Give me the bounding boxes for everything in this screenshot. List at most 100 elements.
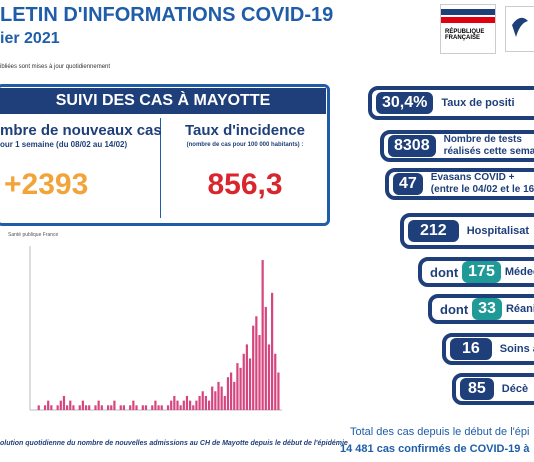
chart-caption: olution quotidienne du nombre de nouvell… xyxy=(0,440,348,447)
bar xyxy=(151,405,154,410)
bar xyxy=(258,335,261,410)
label: Evasans COVID + (entre le 04/02 et le 16 xyxy=(430,172,534,195)
new-cases-label: mbre de nouveaux cas xyxy=(0,122,162,139)
bar xyxy=(72,405,75,410)
bar xyxy=(84,405,88,410)
bar xyxy=(189,400,192,410)
bar xyxy=(119,405,122,410)
indicator: 212 Hospitalisat xyxy=(400,213,534,249)
bar xyxy=(236,363,239,410)
bar xyxy=(185,395,189,410)
label: Hospitalisat xyxy=(466,225,530,237)
bar xyxy=(62,395,66,410)
bar xyxy=(233,381,236,410)
bar xyxy=(81,400,84,410)
indicator: 85 Décè xyxy=(452,373,534,405)
bar xyxy=(113,400,116,410)
indicator: dont175Médec xyxy=(418,257,534,287)
date: ier 2021 xyxy=(0,30,60,47)
note: ibliées sont mises à jour quotidiennemen… xyxy=(0,64,111,70)
bar xyxy=(217,381,220,410)
chart: Santé publique France xyxy=(8,232,282,411)
chart-legend: Santé publique France xyxy=(8,232,59,238)
bar xyxy=(132,400,135,410)
label: Nombre de tests réalisés cette semain xyxy=(443,134,534,157)
bar xyxy=(204,395,207,410)
bar xyxy=(201,391,204,410)
bar xyxy=(157,405,160,410)
divider xyxy=(160,118,161,218)
bar xyxy=(107,405,110,410)
bar xyxy=(239,367,242,410)
indicator: dont 33 Réani xyxy=(428,294,534,324)
indicator: 47 Evasans COVID + (entre le 04/02 et le … xyxy=(385,168,534,200)
bar xyxy=(267,344,271,410)
bar xyxy=(43,405,47,410)
bar xyxy=(66,405,69,410)
indicator: 30,4% Taux de positi xyxy=(368,86,534,120)
bar xyxy=(166,405,170,410)
value: 85 xyxy=(460,378,494,400)
label: Taux de positi xyxy=(441,97,515,109)
summary-heading: SUIVI DES CAS À MAYOTTE xyxy=(0,88,326,114)
value: 47 xyxy=(393,173,423,195)
bar xyxy=(110,405,113,410)
bar xyxy=(56,405,59,410)
bar xyxy=(47,400,50,410)
new-cases-sub: our 1 semaine (du 08/02 au 14/02) xyxy=(0,140,128,149)
bar xyxy=(78,405,81,410)
logo-ars xyxy=(505,6,534,52)
bar xyxy=(248,358,252,410)
label: Réani xyxy=(505,303,534,315)
incidence-label: Taux d'incidence xyxy=(185,122,305,139)
footer-line2: 14 481 cas confirmés de COVID-19 à xyxy=(340,443,530,455)
bar xyxy=(154,400,157,410)
value: 8308 xyxy=(388,135,436,157)
bar xyxy=(245,344,248,410)
bar xyxy=(271,292,274,410)
bar xyxy=(144,405,148,410)
bar xyxy=(176,400,179,410)
bar xyxy=(252,325,255,410)
label: Médec xyxy=(504,266,534,278)
bar xyxy=(179,405,182,410)
prefix: dont xyxy=(440,301,469,317)
bar xyxy=(226,377,230,410)
bar xyxy=(207,400,211,410)
bar xyxy=(261,260,264,410)
new-cases-value: +2393 xyxy=(4,168,89,201)
bar xyxy=(211,386,214,410)
indicator: 8308 Nombre de tests réalisés cette semai… xyxy=(380,130,534,162)
footer-line1: Total des cas depuis le début de l'épi xyxy=(350,426,530,438)
bar xyxy=(173,395,176,410)
incidence-value: 856,3 xyxy=(207,168,283,201)
bar xyxy=(192,405,195,410)
bar xyxy=(88,405,91,410)
indicator: 16 Soins a xyxy=(442,333,534,365)
bar xyxy=(255,316,258,410)
value: 30,4% xyxy=(376,92,434,114)
bar xyxy=(69,400,72,410)
bar xyxy=(214,391,217,410)
bar xyxy=(195,400,198,410)
bar xyxy=(223,395,226,410)
bar xyxy=(242,353,245,410)
bar xyxy=(277,372,280,410)
title: LETIN D'INFORMATIONS COVID-19 xyxy=(0,4,334,26)
bar xyxy=(37,405,40,410)
bar xyxy=(160,405,163,410)
bar xyxy=(170,400,173,410)
bar xyxy=(122,405,125,410)
bar xyxy=(198,395,201,410)
bar xyxy=(97,400,100,410)
value: 212 xyxy=(408,220,459,242)
bar xyxy=(274,353,277,410)
bar xyxy=(100,405,103,410)
bar xyxy=(129,405,132,410)
value: 175 xyxy=(462,261,501,283)
bar xyxy=(230,372,233,410)
incidence-sub: (nombre de cas pour 100 000 habitants) : xyxy=(186,142,304,148)
label: Décè xyxy=(501,383,529,395)
bar xyxy=(220,386,223,410)
